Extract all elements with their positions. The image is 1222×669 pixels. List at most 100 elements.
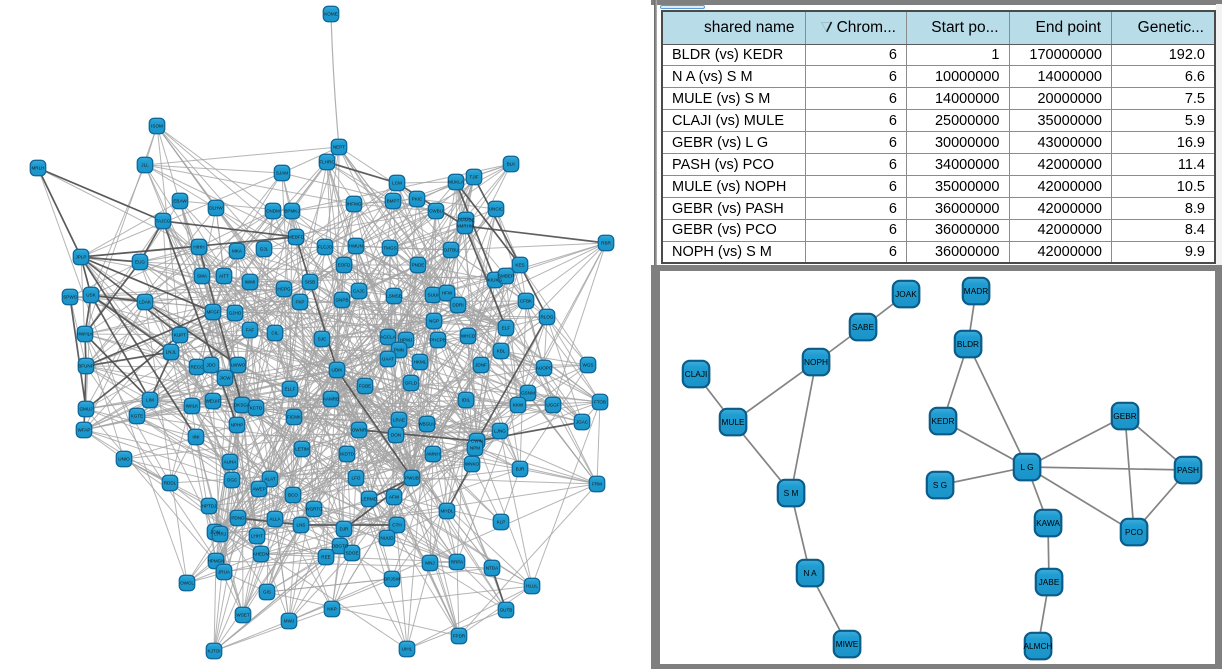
svg-text:JCW: JCW [210, 530, 221, 535]
svg-text:WBGUU: WBGUU [418, 422, 436, 427]
svg-text:EOFD: EOFD [338, 263, 351, 268]
svg-text:KOME: KOME [324, 12, 338, 17]
svg-text:OGC: OGC [227, 478, 238, 483]
svg-text:DON: DON [391, 433, 401, 438]
svg-text:WSET: WSET [236, 613, 249, 618]
svg-text:KKW: KKW [513, 403, 524, 408]
svg-text:FTOB: FTOB [594, 400, 606, 405]
svg-text:PMN: PMN [394, 348, 404, 353]
svg-text:LWWO: LWWO [231, 363, 246, 368]
svg-text:KES: KES [515, 263, 524, 268]
svg-text:OWNR: OWNR [352, 428, 367, 433]
svg-text:JICW: JICW [219, 376, 231, 381]
svg-text:KIUKG: KIUKG [488, 278, 503, 283]
svg-text:UIHL: UIHL [402, 647, 413, 652]
svg-text:SMA: SMA [197, 274, 208, 279]
svg-text:WGRTG: WGRTG [305, 507, 323, 512]
svg-text:KCTD: KCTD [250, 406, 263, 411]
svg-text:CWIN: CWIN [471, 439, 483, 444]
svg-text:BFUNP: BFUNP [78, 364, 94, 369]
svg-text:MULE: MULE [721, 417, 745, 427]
svg-text:OBGTO: OBGTO [332, 544, 349, 549]
svg-text:USK: USK [86, 293, 96, 298]
svg-text:AFW: AFW [389, 495, 400, 500]
svg-text:UNIO: UNIO [118, 457, 130, 462]
svg-text:RLOG: RLOG [540, 315, 553, 320]
svg-text:JRUA: JRUA [218, 570, 231, 575]
svg-text:RBR: RBR [601, 241, 611, 246]
svg-text:AGCLA: AGCLA [380, 335, 397, 340]
svg-text:HPMGN: HPMGN [207, 559, 224, 564]
svg-text:KBL: KBL [497, 349, 506, 354]
svg-text:TAJCG: TAJCG [156, 219, 171, 224]
svg-text:S M: S M [784, 488, 799, 498]
svg-text:OWCL: OWCL [180, 581, 194, 586]
svg-text:LDAK: LDAK [139, 300, 152, 305]
svg-text:MHDL: MHDL [440, 509, 453, 514]
svg-text:HFW: HFW [442, 291, 453, 296]
svg-text:WEUIF: WEUIF [206, 399, 221, 404]
svg-text:KAWA: KAWA [1036, 518, 1060, 528]
svg-text:PHCPB: PHCPB [430, 338, 446, 343]
svg-text:HWHLK: HWHLK [77, 332, 95, 337]
svg-text:SJC: SJC [318, 337, 327, 342]
svg-text:NKP: NKP [327, 607, 336, 612]
svg-text:MWJ: MWJ [284, 619, 294, 624]
svg-text:ISOM: ISOM [151, 124, 163, 129]
svg-text:LETIM: LETIM [295, 447, 309, 452]
svg-text:IINI: IINI [192, 435, 199, 440]
svg-text:ALLA: ALLA [269, 517, 281, 522]
svg-text:AHEDM: AHEDM [253, 552, 270, 557]
svg-text:RDDL: RDDL [164, 481, 177, 486]
svg-text:DKSGA: DKSGA [234, 403, 251, 408]
svg-text:SUUI: SUUI [428, 293, 439, 298]
svg-text:JDNF: JDNF [475, 363, 487, 368]
svg-text:AWEP: AWEP [252, 487, 265, 492]
svg-text:DJR: DJR [340, 527, 350, 532]
svg-text:SMBEP: SMBEP [498, 274, 514, 279]
svg-text:FGBE: FGBE [359, 384, 372, 389]
svg-text:AMNH: AMNH [426, 452, 440, 457]
svg-text:LNJL: LNJL [166, 350, 177, 355]
svg-text:MADR: MADR [964, 286, 988, 296]
svg-text:OMMBE: OMMBE [457, 218, 474, 223]
svg-text:PCO: PCO [1125, 527, 1144, 537]
svg-text:BLK: BLK [507, 162, 517, 167]
svg-text:DPJSW: DPJSW [384, 577, 401, 582]
svg-text:L G: L G [1020, 462, 1033, 472]
svg-text:JGAC: JGAC [576, 420, 589, 425]
svg-text:PKIC: PKIC [412, 197, 423, 202]
svg-text:IHFMG: IHFMG [347, 202, 362, 207]
svg-text:EUG: EUG [135, 260, 145, 265]
svg-text:GEBR: GEBR [1113, 411, 1137, 421]
svg-text:FICMK: FICMK [287, 415, 302, 420]
svg-text:JLL: JLL [141, 163, 149, 168]
svg-text:SDOE: SDOE [345, 551, 358, 556]
svg-text:ELF: ELF [502, 326, 511, 331]
svg-text:REE: REE [321, 555, 330, 560]
svg-text:UGGF: UGGF [546, 403, 559, 408]
svg-text:CRRJ: CRRJ [214, 532, 226, 537]
svg-text:SJAM: SJAM [276, 171, 288, 176]
svg-text:NPM: NPM [470, 446, 480, 451]
svg-text:CWBU: CWBU [429, 209, 443, 214]
svg-text:DDRI: DDRI [452, 303, 463, 308]
svg-text:LCM: LCM [392, 181, 402, 186]
svg-text:SISB: SISB [305, 280, 315, 285]
svg-text:HCPG: HCPG [277, 287, 291, 292]
svg-text:N A: N A [803, 568, 817, 578]
svg-text:PWUB: PWUB [405, 476, 419, 481]
svg-text:FLHRC: FLHRC [319, 160, 335, 165]
svg-text:LERMD: LERMD [361, 497, 378, 502]
svg-text:AITT: AITT [219, 274, 229, 279]
svg-text:CLAJI: CLAJI [685, 369, 708, 379]
svg-text:PNDE: PNDE [412, 263, 425, 268]
svg-text:FKP: FKP [296, 300, 305, 305]
svg-text:FRM: FRM [592, 482, 602, 487]
svg-text:AAMRB: AAMRB [323, 397, 339, 402]
svg-text:NPHP: NPHP [231, 423, 244, 428]
svg-text:SABE: SABE [852, 322, 875, 332]
svg-text:UAAT: UAAT [382, 357, 394, 362]
svg-text:HIHH: HIHH [193, 245, 204, 250]
svg-text:KLP: KLP [497, 520, 506, 525]
